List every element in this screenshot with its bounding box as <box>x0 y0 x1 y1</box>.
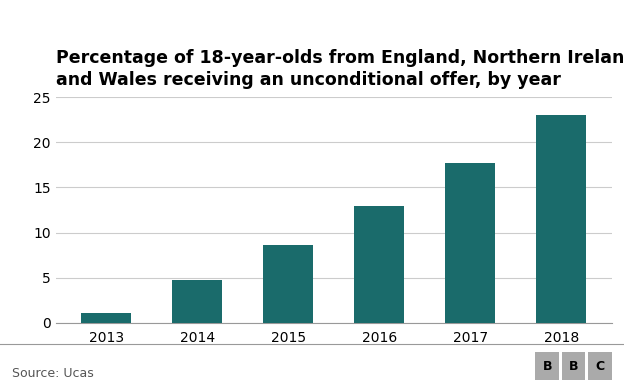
Text: C: C <box>595 360 604 373</box>
Text: B: B <box>568 360 578 373</box>
Bar <box>446 163 495 323</box>
Text: Percentage of 18-year-olds from England, Northern Ireland
and Wales receiving an: Percentage of 18-year-olds from England,… <box>56 49 624 89</box>
Text: B: B <box>542 360 552 373</box>
Bar <box>81 313 132 323</box>
Bar <box>354 205 404 323</box>
Text: Source: Ucas: Source: Ucas <box>12 367 94 380</box>
Bar <box>172 280 222 323</box>
Bar <box>536 115 587 323</box>
Bar <box>263 245 313 323</box>
